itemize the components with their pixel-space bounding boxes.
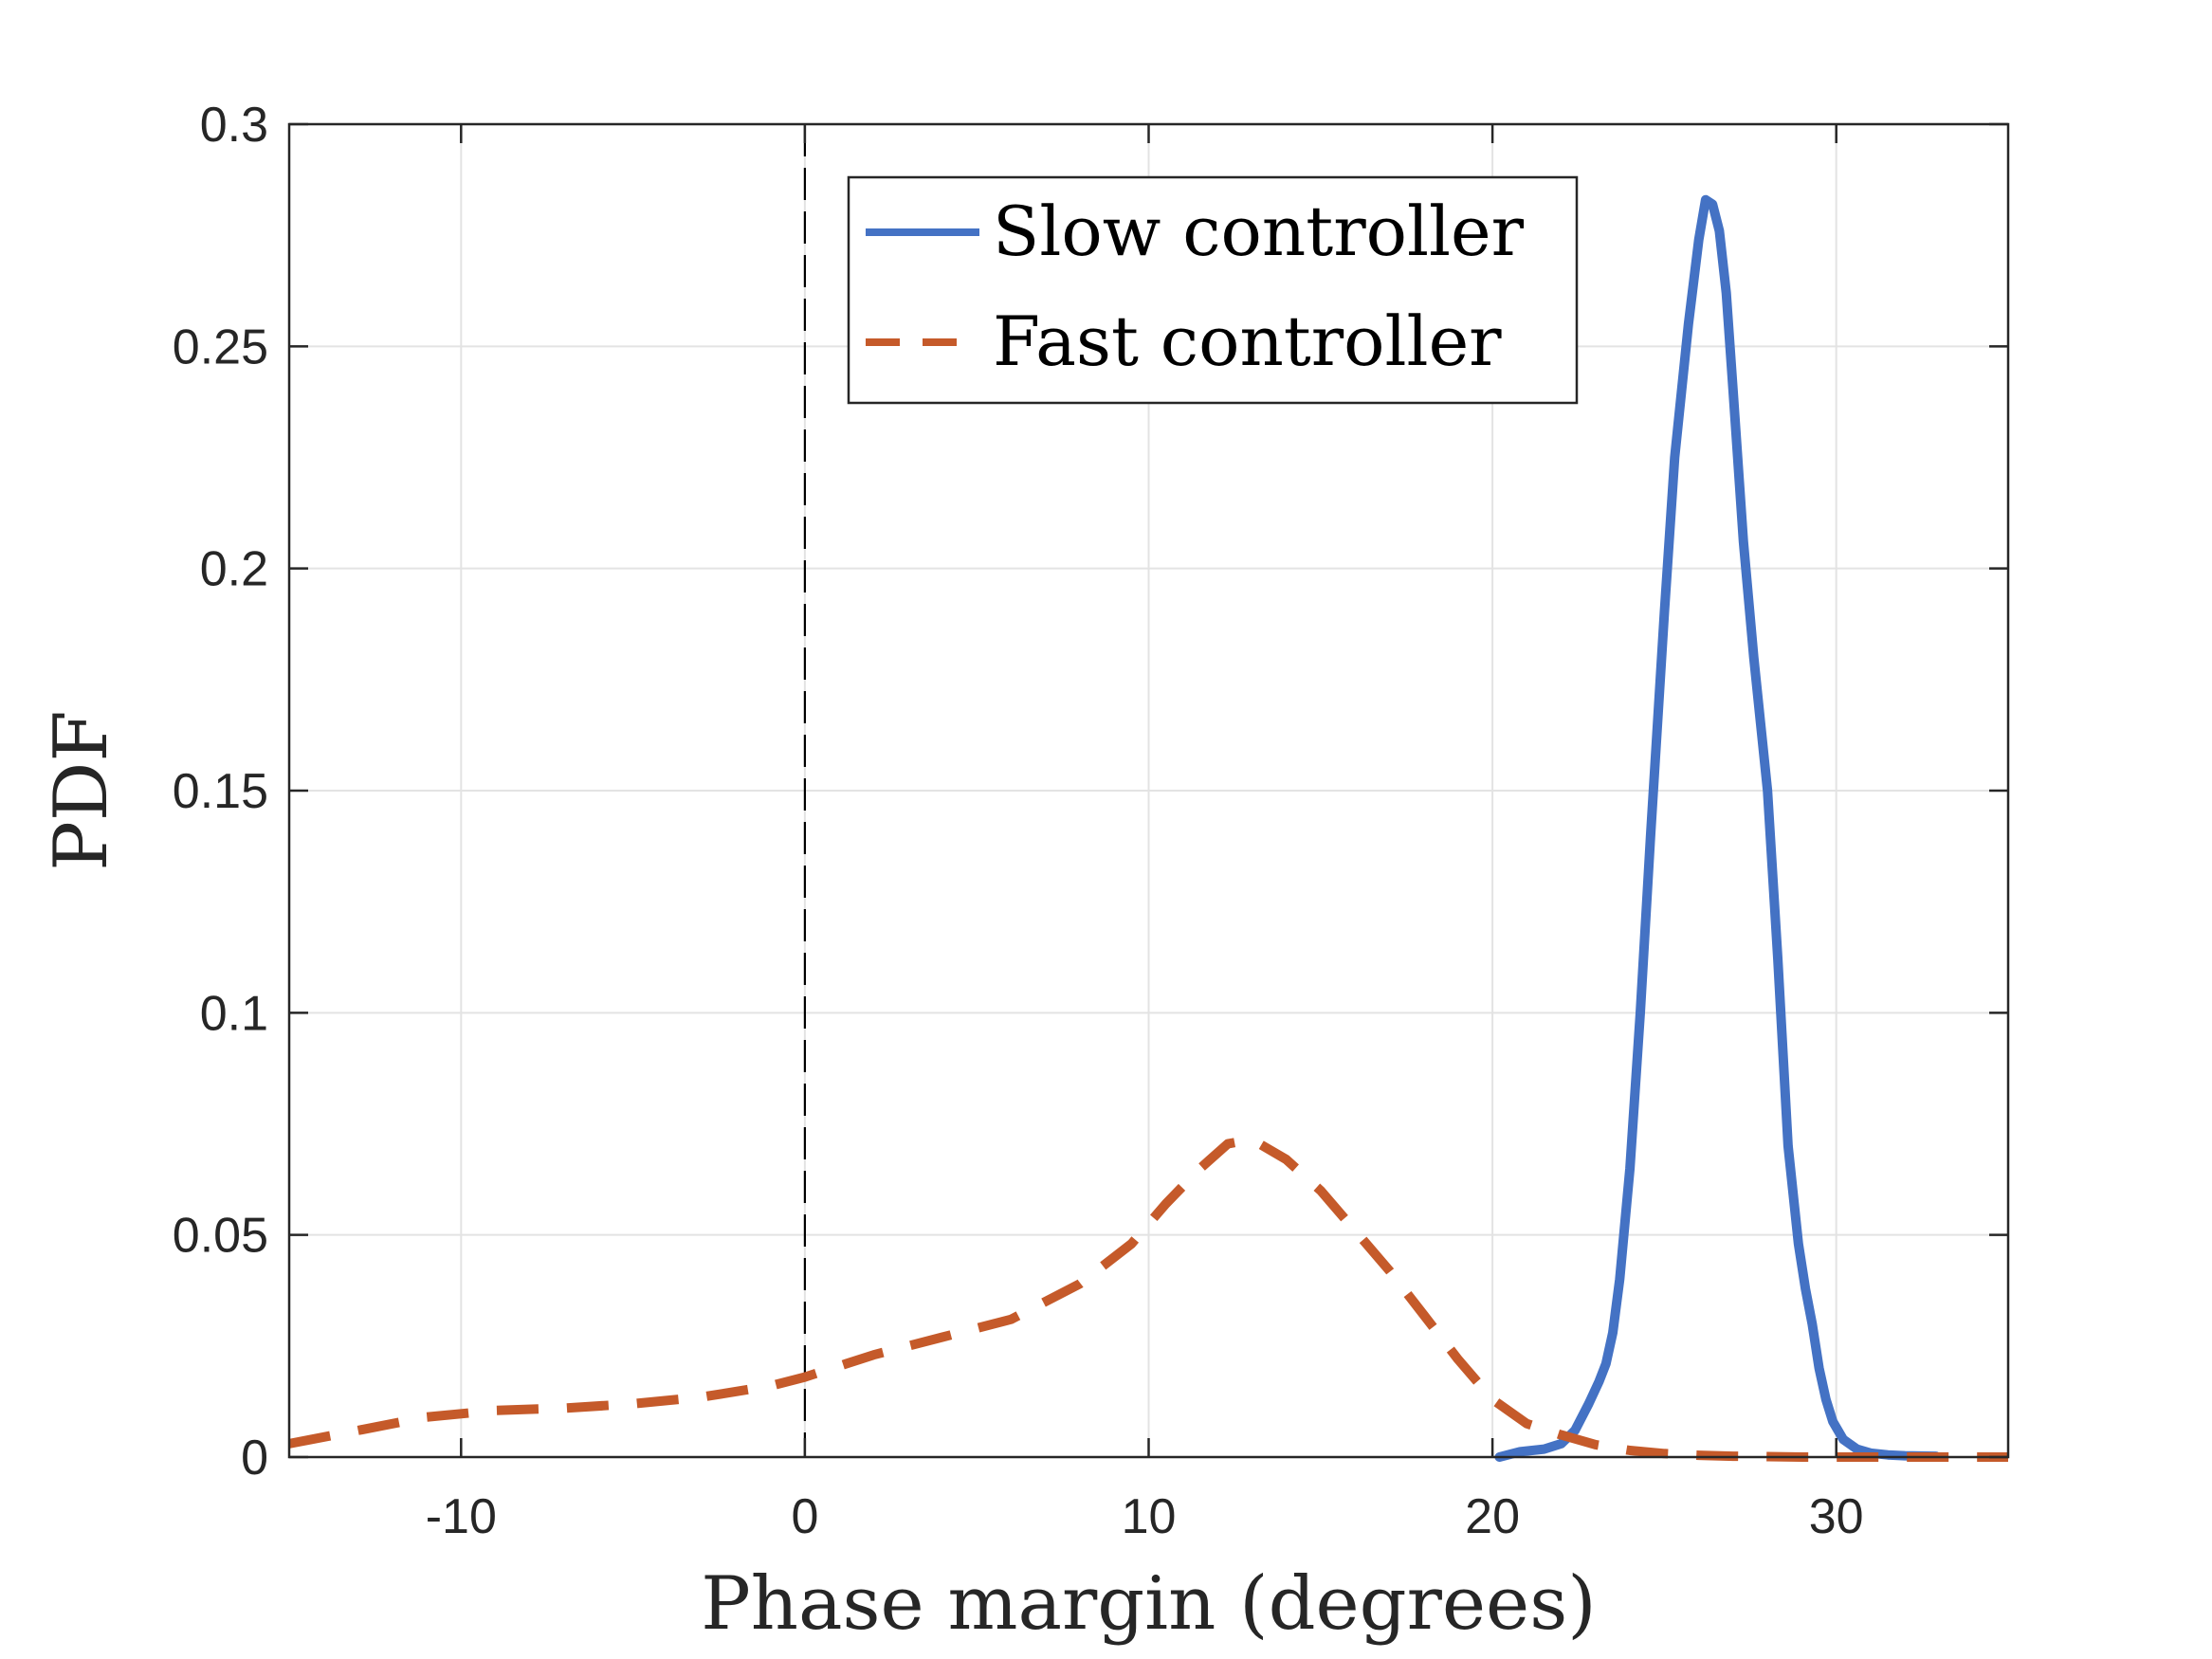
x-tick-label: 10 xyxy=(1122,1489,1177,1544)
y-tick-label: 0.25 xyxy=(173,319,268,374)
y-axis-title: PDF xyxy=(39,710,124,870)
series-line-slow xyxy=(1494,194,1941,1462)
y-tick-label: 0.15 xyxy=(173,764,268,819)
legend-label-fast: Fast controller xyxy=(993,301,1502,381)
legend-label-slow: Slow controller xyxy=(993,191,1525,271)
y-tick-label: 0.05 xyxy=(173,1209,268,1264)
tick-labels: -10 0 10 20 30 0 0.05 0.1 0.15 0.2 0.25 0.3 xyxy=(173,98,1864,1544)
x-tick-label: 0 xyxy=(791,1489,818,1544)
y-tick-label: 0.2 xyxy=(200,542,268,597)
x-axis-title: Phase margin (degrees) xyxy=(701,1561,1596,1647)
y-tick-label: 0.3 xyxy=(200,98,268,153)
x-tick-label: 20 xyxy=(1465,1489,1520,1544)
axis-ticks xyxy=(289,122,2008,1459)
legend: Slow controller Fast controller xyxy=(847,175,1579,405)
legend-box xyxy=(847,175,1579,405)
y-tick-label: 0 xyxy=(241,1431,268,1486)
y-tick-label: 0.1 xyxy=(200,986,268,1041)
x-tick-label: -10 xyxy=(426,1489,497,1544)
x-tick-label: 30 xyxy=(1809,1489,1864,1544)
